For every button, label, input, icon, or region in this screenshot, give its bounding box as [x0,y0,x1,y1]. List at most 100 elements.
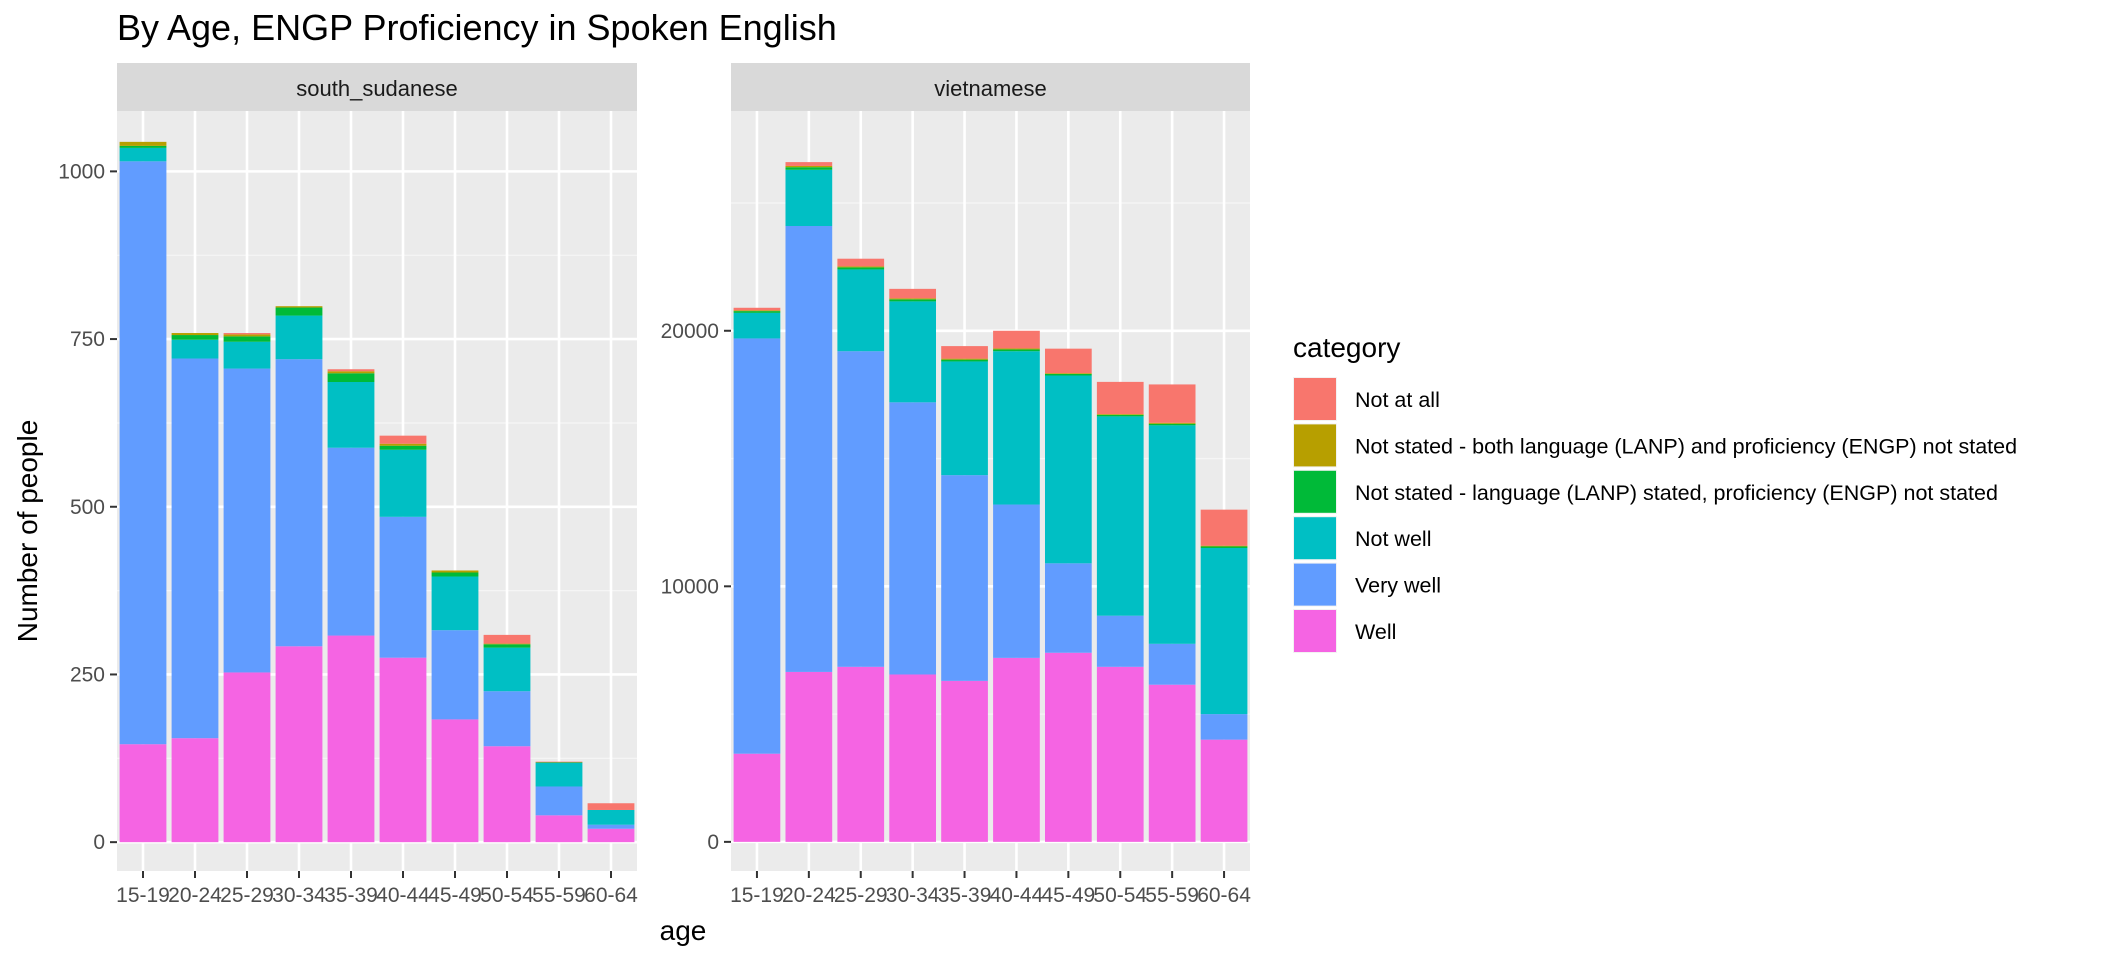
bar-segment-south-sudanese-25-29-not-stated-language-lanp-stated-proficiency-engp-not-stated [223,336,271,342]
bar-segment-vietnamese-60-64-not-stated-both-language-lanp-and-proficiency-engp-not-stated [1200,545,1248,547]
bar-segment-vietnamese-20-24-not-stated-both-language-lanp-and-proficiency-engp-not-stated [785,165,833,168]
bar-segment-vietnamese-25-29-very-well [837,351,885,667]
legend-item-not-well: Not well [1293,516,1431,561]
bar-segment-vietnamese-60-64-not-at-all [1200,509,1248,546]
bar-segment-vietnamese-50-54-not-stated-both-language-lanp-and-proficiency-engp-not-stated [1096,414,1144,415]
bar-segment-south-sudanese-25-29-very-well [223,368,271,673]
bar-segment-south-sudanese-20-24-not-stated-both-language-lanp-and-proficiency-engp-not-stated [171,333,219,336]
panels: south_sudanese0250500750100015-1920-2425… [58,63,1251,907]
bar-segment-vietnamese-50-54-very-well [1096,615,1144,667]
x-tick-label: 40-44 [376,884,430,907]
bar-segment-south-sudanese-35-39-not-stated-language-lanp-stated-proficiency-engp-not-stated [327,373,375,382]
legend-key [1294,563,1336,606]
bar-segment-vietnamese-15-19-not-stated-language-lanp-stated-proficiency-engp-not-stated [733,311,781,313]
bar-segment-south-sudanese-55-59-not-at-all [535,761,583,763]
panel-south-sudanese: south_sudanese 0 250 500 750 1000 15-1920-2425… [58,63,638,907]
bar-segment-south-sudanese-25-29-not-at-all [223,333,271,335]
bar-segment-vietnamese-15-19-not-at-all [733,307,781,311]
bar-segment-south-sudanese-30-34-not-stated-both-language-lanp-and-proficiency-engp-not-stated [275,306,323,308]
bar-segment-vietnamese-25-29-well [837,666,885,842]
bar-segment-south-sudanese-45-49-not-stated-both-language-lanp-and-proficiency-engp-not-stated [431,570,479,573]
facet-strip [731,63,1250,111]
y-tick-label: 1000 [58,160,105,183]
y-tick-label: 0 [707,831,719,854]
x-tick-label: 60-64 [584,884,638,907]
facet-label: vietnamese [934,76,1047,101]
bar-segment-south-sudanese-25-29-not-well [223,341,271,369]
bar-segment-vietnamese-15-19-very-well [733,338,781,754]
bar-segment-vietnamese-15-19-not-well [733,312,781,339]
bar-segment-vietnamese-30-34-well [889,674,937,842]
bar-segment-vietnamese-35-39-not-stated-language-lanp-stated-proficiency-engp-not-stated [941,359,988,362]
bar-segment-south-sudanese-55-59-not-well [535,763,583,787]
bar-segment-south-sudanese-40-44-not-well [379,449,427,517]
bar-segment-vietnamese-55-59-not-well [1148,425,1196,644]
x-tick-label: 35-39 [938,884,992,907]
bar-segment-vietnamese-50-54-not-well [1096,416,1144,616]
legend-item-well: Well [1293,609,1396,653]
bar-segment-south-sudanese-35-39-not-at-all [327,369,375,372]
bar-segment-vietnamese-15-19-not-stated-both-language-lanp-and-proficiency-engp-not-stated [733,310,781,312]
bar-segment-south-sudanese-30-34-well [275,646,323,843]
bar-segment-vietnamese-50-54-well [1096,666,1144,842]
bar-segment-south-sudanese-50-54-not-at-all [483,634,531,644]
legend-label: Not at all [1355,388,1440,412]
y-tick-label: 750 [70,328,105,351]
facet-strip [117,63,637,111]
bar-segment-south-sudanese-50-54-not-stated-language-lanp-stated-proficiency-engp-not-stated [483,644,531,648]
bar-segment-south-sudanese-45-49-not-stated-language-lanp-stated-proficiency-engp-not-stated [431,572,479,577]
bar-segment-south-sudanese-35-39-not-well [327,381,375,448]
bar-segment-south-sudanese-40-44-well [379,657,427,843]
facet-label: south_sudanese [296,76,457,101]
bar-segment-vietnamese-40-44-not-well [993,351,1040,505]
legend-key [1294,610,1336,652]
bar-segment-vietnamese-45-49-not-stated-language-lanp-stated-proficiency-engp-not-stated [1044,373,1092,376]
bar-segment-vietnamese-20-24-not-stated-language-lanp-stated-proficiency-engp-not-stated [785,167,833,170]
bar-segment-vietnamese-15-19-well [733,753,781,842]
bar-segment-vietnamese-25-29-not-stated-both-language-lanp-and-proficiency-engp-not-stated [837,266,885,268]
bar-segment-south-sudanese-15-19-not-well [119,147,167,162]
legend-label: Not well [1355,527,1431,551]
bar-segment-vietnamese-55-59-not-stated-language-lanp-stated-proficiency-engp-not-stated [1148,423,1196,426]
bar-segment-vietnamese-30-34-not-stated-language-lanp-stated-proficiency-engp-not-stated [889,299,937,302]
x-tick-label: 30-34 [886,884,940,907]
y-tick-label: 250 [70,663,105,686]
bar-segment-vietnamese-55-59-not-at-all [1148,384,1196,423]
bar-segment-vietnamese-35-39-not-stated-both-language-lanp-and-proficiency-engp-not-stated [941,358,988,360]
bar-segment-south-sudanese-15-19-not-stated-language-lanp-stated-proficiency-engp-not-stated [119,145,167,148]
bar-segment-south-sudanese-50-54-very-well [483,691,531,747]
bar-segment-south-sudanese-25-29-well [223,672,271,843]
panel-vietnamese: vietnamese 0 10000 20000 15-1920-2425-2930-3… [661,63,1251,907]
bar-segment-vietnamese-60-64-well [1200,739,1248,842]
x-tick-label: 50-54 [480,884,534,907]
legend-label: Well [1355,620,1396,644]
bar-segment-south-sudanese-55-59-not-stated-language-lanp-stated-proficiency-engp-not-stated [535,762,583,764]
bar-segment-vietnamese-30-34-not-stated-both-language-lanp-and-proficiency-engp-not-stated [889,298,937,300]
x-tick-label: 50-54 [1093,884,1147,907]
legend-key [1294,470,1336,513]
bar-segment-vietnamese-20-24-not-at-all [785,162,833,166]
bar-segment-vietnamese-45-49-not-stated-both-language-lanp-and-proficiency-engp-not-stated [1044,373,1092,374]
bar-segment-vietnamese-60-64-not-stated-language-lanp-stated-proficiency-engp-not-stated [1200,546,1248,548]
y-tick-label: 0 [93,831,105,854]
legend-key [1294,517,1336,560]
x-tick-label: 60-64 [1197,884,1251,907]
legend-label: Not stated - both language (LANP) and pr… [1355,434,2017,458]
bar-segment-south-sudanese-20-24-well [171,738,219,843]
bar-segment-south-sudanese-50-54-not-well [483,647,531,692]
bar-segment-vietnamese-55-59-well [1148,684,1196,842]
bar-segment-vietnamese-45-49-not-at-all [1044,348,1092,374]
bar-segment-south-sudanese-20-24-not-well [171,339,219,359]
bar-segment-vietnamese-55-59-very-well [1148,643,1196,685]
bar-segment-vietnamese-30-34-not-well [889,301,937,403]
legend-item-very-well: Very well [1293,562,1441,607]
y-tick-label: 500 [70,496,105,519]
bar-segment-south-sudanese-30-34-very-well [275,359,323,647]
bar-segment-vietnamese-45-49-not-well [1044,375,1092,564]
bar-segment-south-sudanese-35-39-well [327,635,375,843]
bar-segment-vietnamese-40-44-not-at-all [993,330,1040,349]
bar-segment-vietnamese-20-24-not-well [785,169,833,226]
bar-segment-south-sudanese-15-19-well [119,744,167,843]
bar-segment-vietnamese-35-39-well [941,680,988,842]
